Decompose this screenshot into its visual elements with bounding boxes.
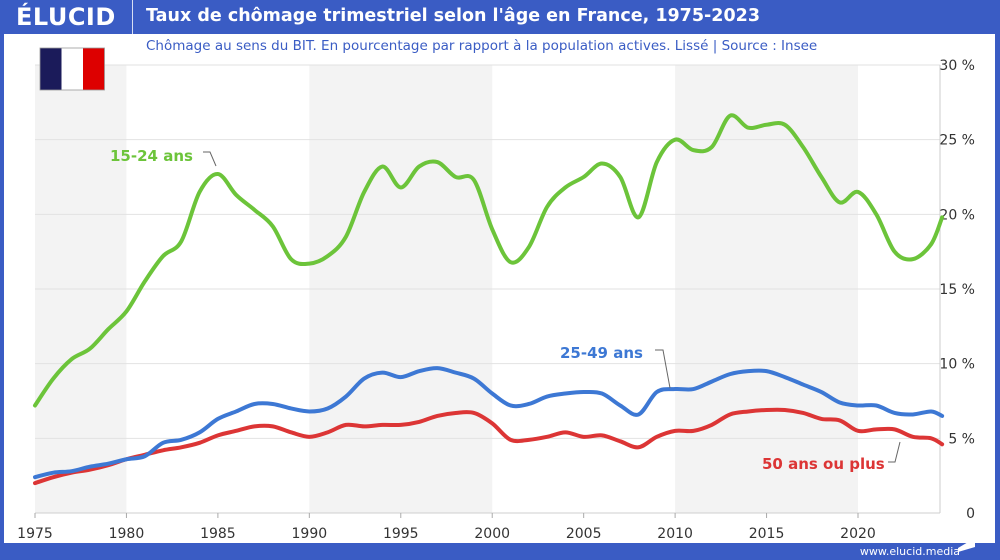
label-leader-line [888,441,901,463]
series-line-15-24-ans [33,113,945,408]
flag-stripe [83,48,105,90]
y-tick-label: 5 % [948,431,975,447]
flag-stripe [40,48,62,90]
x-tick-label: 2010 [657,526,693,542]
footer-url[interactable]: www.elucid.media [859,545,960,558]
y-tick-label: 25 % [939,133,975,149]
x-tick-label: 2020 [840,526,876,542]
label-leader-line [655,349,671,389]
series-label: 25-49 ans [560,344,643,362]
x-tick-label: 1995 [383,526,419,542]
x-tick-label: 1980 [109,526,145,542]
header: ÉLUCID Taux de chômage trimestriel selon… [0,0,1000,34]
x-tick-label: 2000 [474,526,510,542]
y-tick-label: 0 [966,506,975,522]
elucid-logo: ÉLUCID [16,3,116,31]
x-tick-label: 1990 [292,526,328,542]
series-line-50-ans-ou-plus [33,407,945,486]
flag-stripe [61,48,83,90]
label-leader-line [203,151,217,167]
header-divider [132,0,133,34]
y-tick-label: 10 % [939,357,975,373]
y-tick-label: 20 % [939,207,975,223]
x-tick-label: 1975 [17,526,53,542]
x-tick-label: 2015 [749,526,785,542]
x-tick-label: 1985 [200,526,236,542]
elucid-mark-icon [958,538,975,552]
y-tick-label: 15 % [939,282,975,298]
chart-subtitle: Chômage au sens du BIT. En pourcentage p… [146,38,818,54]
series-label: 15-24 ans [110,147,193,165]
france-flag-icon [39,47,105,91]
series-line-25-49-ans [33,366,945,480]
x-tick-label: 2005 [566,526,602,542]
series-label: 50 ans ou plus [762,455,885,473]
chart-title: Taux de chômage trimestriel selon l'âge … [146,6,760,26]
y-tick-label: 30 % [939,58,975,74]
